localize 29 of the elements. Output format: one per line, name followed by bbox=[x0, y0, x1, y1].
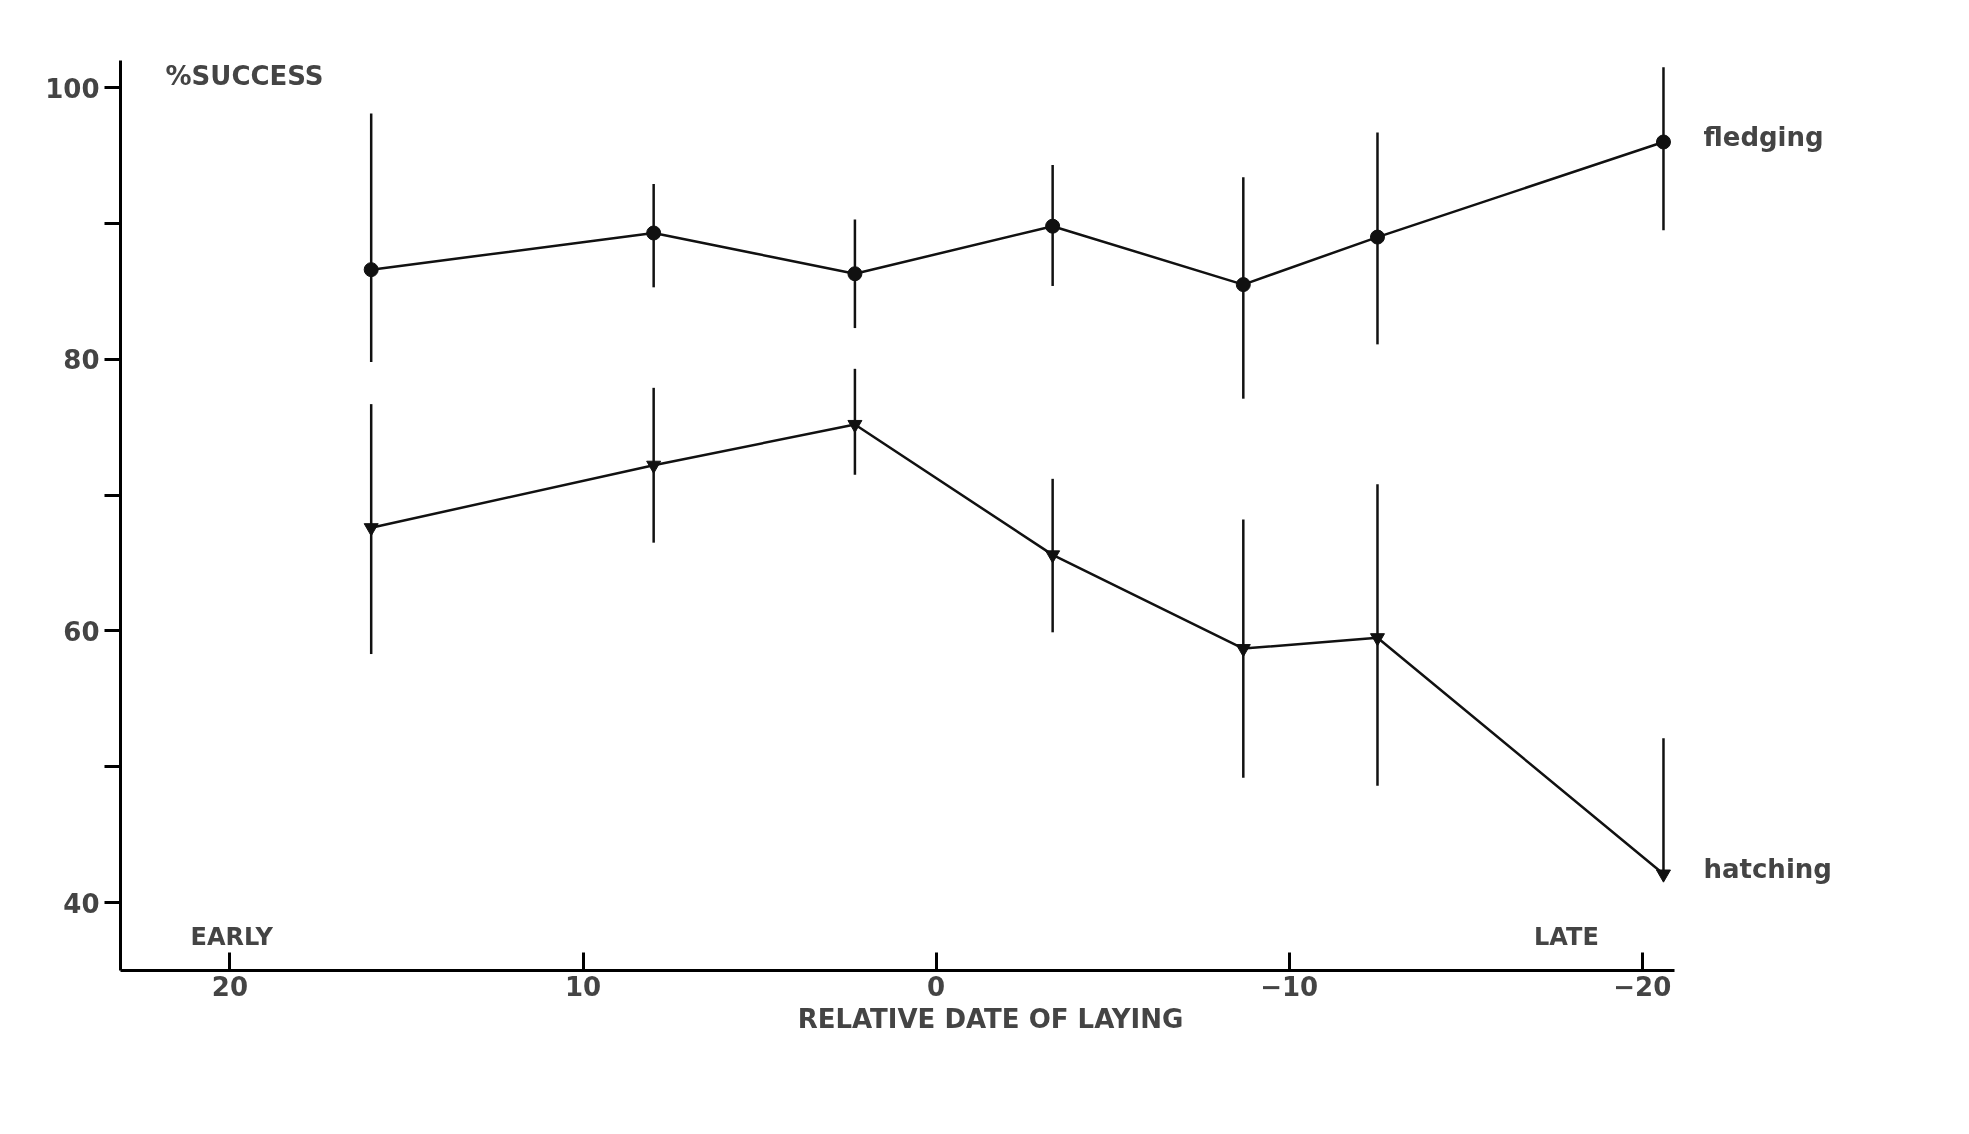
x-tick-label: −10 bbox=[1260, 971, 1319, 1002]
series-label: fledging bbox=[1703, 121, 1824, 152]
point bbox=[1235, 644, 1251, 658]
point bbox=[1235, 277, 1251, 293]
x-tick-label: −20 bbox=[1613, 971, 1672, 1002]
y-axis-title: %SUCCESS bbox=[165, 60, 324, 91]
x-tick-label: 20 bbox=[211, 971, 249, 1002]
x-tick-label: 0 bbox=[927, 971, 946, 1002]
point bbox=[1655, 134, 1671, 150]
x-axis-title: RELATIVE DATE OF LAYING bbox=[797, 1003, 1184, 1034]
y-tick-label: 40 bbox=[63, 888, 100, 919]
point bbox=[363, 262, 379, 278]
y-tick-label: 60 bbox=[63, 616, 100, 647]
point bbox=[847, 266, 863, 282]
point bbox=[1655, 869, 1671, 883]
y-tick-label: 100 bbox=[45, 73, 100, 104]
annotation: LATE bbox=[1534, 922, 1599, 951]
x-tick-label: 10 bbox=[564, 971, 602, 1002]
point bbox=[1045, 218, 1061, 234]
y-tick-label: 80 bbox=[63, 345, 100, 376]
point bbox=[1369, 229, 1385, 245]
annotation: EARLY bbox=[190, 922, 274, 951]
point bbox=[646, 460, 662, 474]
point bbox=[1045, 550, 1061, 564]
point bbox=[646, 225, 662, 241]
point bbox=[363, 523, 379, 537]
point bbox=[847, 419, 863, 434]
series-label: hatching bbox=[1703, 854, 1832, 885]
point bbox=[1369, 633, 1385, 647]
